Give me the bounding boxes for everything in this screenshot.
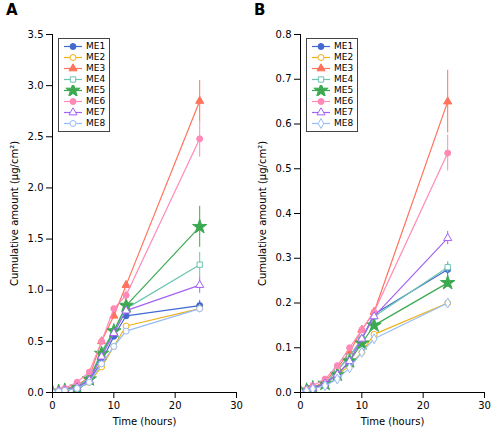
svg-text:1.5: 1.5 (28, 233, 44, 244)
html-text:ME8: ME8 (86, 118, 106, 128)
svg-text:20: 20 (417, 400, 430, 411)
html-text:ME4: ME4 (334, 74, 354, 84)
svg-text:2.0: 2.0 (28, 182, 44, 193)
svg-text:2.5: 2.5 (28, 131, 44, 142)
html-text:ME5: ME5 (86, 85, 106, 95)
html-text:ME1: ME1 (86, 41, 106, 51)
svg-text:0.8: 0.8 (276, 29, 292, 40)
svg-text:0: 0 (297, 400, 303, 411)
svg-text:0: 0 (49, 400, 55, 411)
html-text:ME8: ME8 (334, 118, 354, 128)
svg-text:Time (hours): Time (hours) (112, 416, 177, 427)
svg-text:30: 30 (478, 400, 491, 411)
svg-text:0.0: 0.0 (28, 387, 44, 398)
svg-text:0.6: 0.6 (276, 118, 292, 129)
html-text:ME6: ME6 (334, 96, 354, 106)
html-text:ME2: ME2 (334, 52, 354, 62)
svg-text:20: 20 (169, 400, 182, 411)
svg-text:3.0: 3.0 (28, 80, 44, 91)
svg-text:30: 30 (230, 400, 243, 411)
svg-text:0.3: 0.3 (276, 252, 292, 263)
svg-text:0.5: 0.5 (276, 163, 292, 174)
html-text:ME4: ME4 (86, 74, 106, 84)
svg-text:0.5: 0.5 (28, 336, 44, 347)
svg-text:0.1: 0.1 (276, 342, 292, 353)
html-text:ME3: ME3 (334, 63, 354, 73)
html-text:ME2: ME2 (86, 52, 106, 62)
svg-text:Cumulative amount (μg/cm²): Cumulative amount (μg/cm²) (257, 141, 268, 286)
svg-text:0.0: 0.0 (276, 387, 292, 398)
html-text:ME3: ME3 (86, 63, 106, 73)
html-text:ME6: ME6 (86, 96, 106, 106)
svg-text:Time (hours): Time (hours) (360, 416, 425, 427)
svg-text:1.0: 1.0 (28, 284, 44, 295)
html-text:ME7: ME7 (86, 107, 106, 117)
html-text:ME1: ME1 (334, 41, 354, 51)
svg-text:Cumulative amount (μg/cm²): Cumulative amount (μg/cm²) (9, 141, 20, 286)
html-text:ME5: ME5 (334, 85, 354, 95)
svg-text:0.4: 0.4 (276, 208, 292, 219)
html-text:ME7: ME7 (334, 107, 354, 117)
svg-text:0.7: 0.7 (276, 73, 292, 84)
html-text:A: A (6, 1, 18, 19)
svg-text:3.5: 3.5 (28, 29, 44, 40)
svg-text:10: 10 (355, 400, 368, 411)
svg-text:10: 10 (107, 400, 120, 411)
svg-text:0.2: 0.2 (276, 297, 292, 308)
html-text:B: B (254, 1, 266, 19)
